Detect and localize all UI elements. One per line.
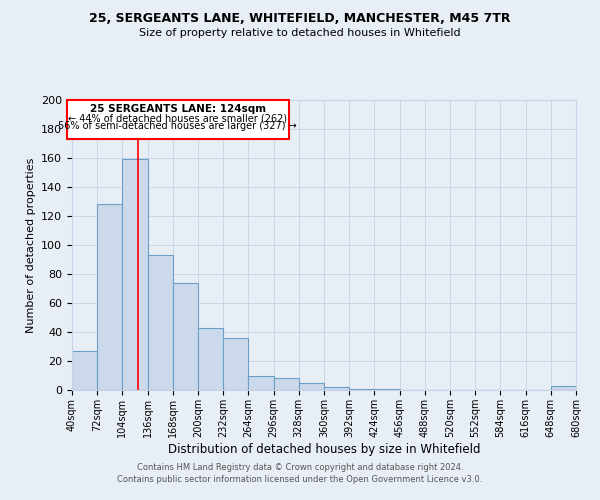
Bar <box>324 387 349 390</box>
Text: 25, SERGEANTS LANE, WHITEFIELD, MANCHESTER, M45 7TR: 25, SERGEANTS LANE, WHITEFIELD, MANCHEST… <box>89 12 511 26</box>
Bar <box>349 388 374 390</box>
Bar <box>223 338 248 390</box>
Bar <box>299 383 324 390</box>
Bar <box>374 388 400 390</box>
Bar <box>122 160 148 390</box>
Bar <box>274 378 299 390</box>
Bar <box>148 255 173 390</box>
Bar <box>551 386 576 390</box>
Text: 25 SERGEANTS LANE: 124sqm: 25 SERGEANTS LANE: 124sqm <box>90 104 266 115</box>
X-axis label: Distribution of detached houses by size in Whitefield: Distribution of detached houses by size … <box>168 442 480 456</box>
Bar <box>173 282 198 390</box>
Bar <box>198 328 223 390</box>
Bar <box>72 351 97 390</box>
Y-axis label: Number of detached properties: Number of detached properties <box>26 158 35 332</box>
Text: Contains public sector information licensed under the Open Government Licence v3: Contains public sector information licen… <box>118 475 482 484</box>
Text: Size of property relative to detached houses in Whitefield: Size of property relative to detached ho… <box>139 28 461 38</box>
Text: 56% of semi-detached houses are larger (327) →: 56% of semi-detached houses are larger (… <box>58 121 297 131</box>
FancyBboxPatch shape <box>67 100 289 139</box>
Bar <box>248 376 274 390</box>
Text: Contains HM Land Registry data © Crown copyright and database right 2024.: Contains HM Land Registry data © Crown c… <box>137 464 463 472</box>
Bar <box>97 204 122 390</box>
Text: ← 44% of detached houses are smaller (262): ← 44% of detached houses are smaller (26… <box>68 113 287 123</box>
